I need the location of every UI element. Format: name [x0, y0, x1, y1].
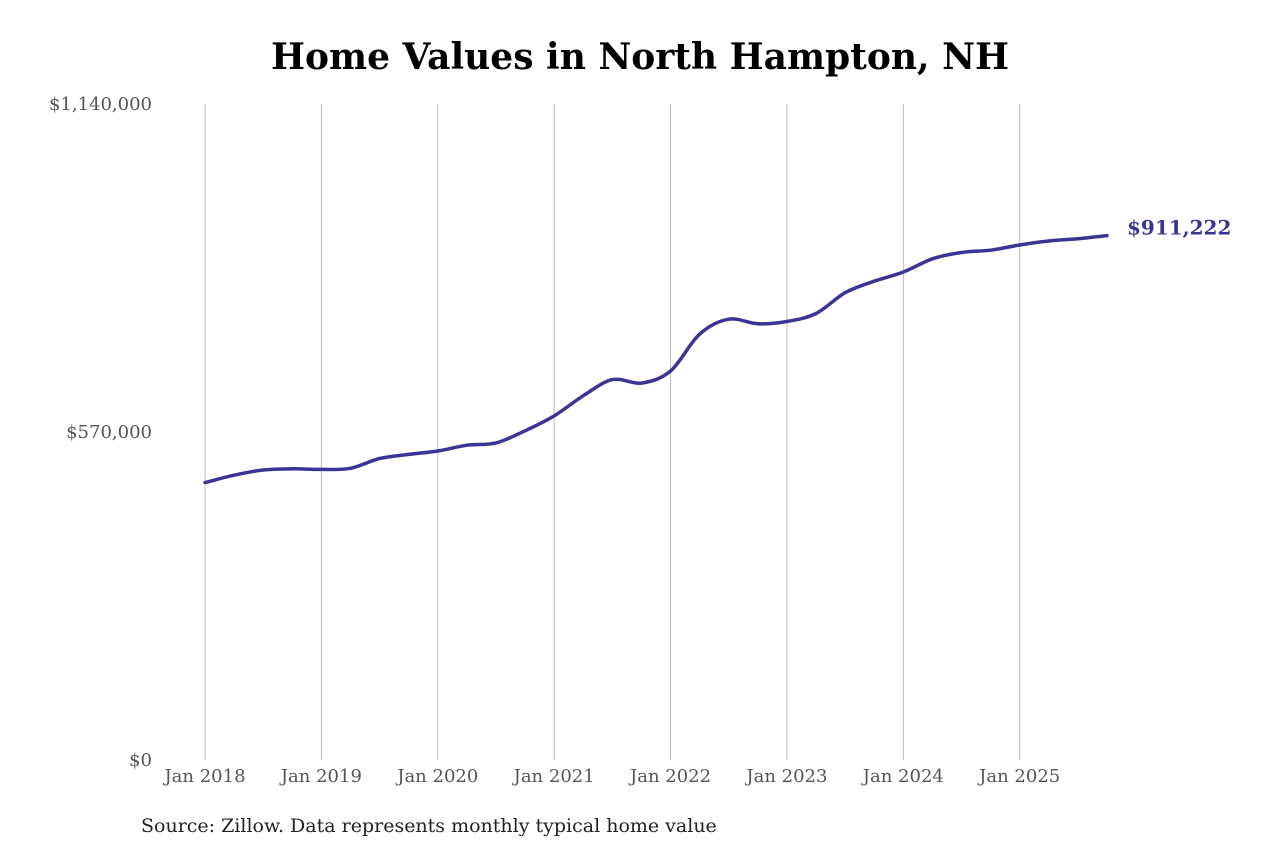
source-note: Source: Zillow. Data represents monthly …	[141, 815, 717, 837]
y-tick-label: $0	[129, 750, 152, 771]
x-tick-label: Jan 2021	[512, 766, 595, 787]
gridlines	[204, 104, 1021, 760]
x-tick-label: Jan 2023	[744, 766, 827, 787]
chart-title: Home Values in North Hampton, NH	[270, 36, 1010, 78]
series-line	[203, 233, 1109, 485]
x-tick-label: Jan 2020	[395, 766, 478, 787]
x-tick-label: Jan 2019	[279, 766, 362, 787]
x-axis-ticks: Jan 2018 Jan 2019 Jan 2020 Jan 2021 Jan 2022…	[162, 766, 1060, 787]
end-value-label: $911,222	[1127, 216, 1231, 240]
y-tick-label: $570,000	[66, 422, 152, 443]
x-tick-label: Jan 2024	[861, 766, 944, 787]
y-tick-label: $1,140,000	[49, 94, 152, 115]
x-tick-label: Jan 2018	[162, 766, 245, 787]
y-axis-ticks: $0 $570,000 $1,140,000	[49, 94, 152, 771]
x-tick-label: Jan 2022	[628, 766, 711, 787]
x-tick-label: Jan 2025	[977, 766, 1060, 787]
